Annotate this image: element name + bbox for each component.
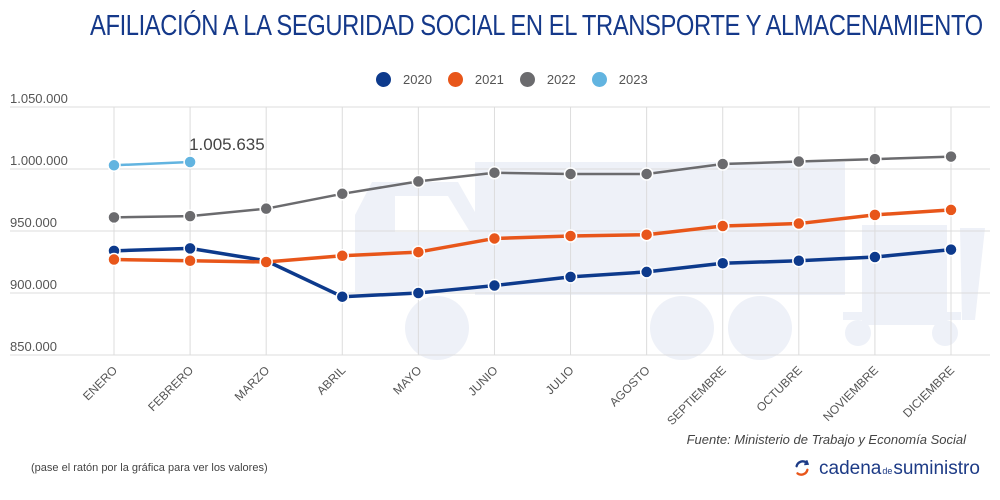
cycle-arrows-icon: [795, 460, 810, 476]
data-point[interactable]: [792, 154, 806, 169]
x-tick-label: ABRIL: [314, 363, 349, 398]
legend-item-2020[interactable]: 2020: [376, 72, 432, 87]
y-tick-label: 1.050.000: [10, 91, 68, 106]
y-axis: 850.000 900.000 950.000 1.000.000 1.050.000: [10, 91, 68, 354]
x-tick-label: FEBRERO: [145, 363, 196, 414]
x-tick-label: OCTUBRE: [754, 363, 805, 414]
data-point[interactable]: [335, 187, 350, 201]
x-tick-label: SEPTIEMBRE: [664, 363, 729, 428]
chart-title: AFILIACIÓN A LA SEGURIDAD SOCIAL EN EL T…: [90, 10, 983, 42]
data-point[interactable]: [183, 254, 197, 268]
data-point[interactable]: [183, 241, 197, 256]
x-tick-label: AGOSTO: [607, 363, 653, 409]
data-point[interactable]: [868, 152, 882, 166]
data-point[interactable]: [411, 286, 426, 300]
chart-annotations: 1.005.635: [189, 135, 265, 154]
truck-watermark-icon: [355, 162, 985, 360]
legend-marker-icon: [591, 72, 607, 87]
legend-label: 2021: [474, 72, 504, 87]
data-point[interactable]: [639, 265, 654, 279]
data-point[interactable]: [183, 155, 197, 169]
x-tick-label: ENERO: [80, 363, 120, 403]
source-note: Fuente: Ministerio de Trabajo y Economía…: [686, 432, 966, 447]
data-point[interactable]: [944, 242, 958, 257]
legend-label: 2023: [618, 72, 648, 87]
data-point[interactable]: [715, 256, 730, 270]
x-tick-label: MAYO: [390, 363, 424, 397]
data-point[interactable]: [868, 250, 882, 264]
x-tick-label: NOVIEMBRE: [820, 363, 881, 424]
chart-series: [107, 149, 958, 304]
data-point[interactable]: [563, 270, 578, 284]
data-point[interactable]: [639, 167, 654, 181]
y-tick-label: 950.000: [10, 215, 57, 230]
y-tick-label: 1.000.000: [10, 153, 68, 168]
y-tick-label: 850.000: [10, 339, 57, 354]
series-line: [113, 160, 191, 167]
brand-logo[interactable]: cadena de suministro: [793, 456, 980, 480]
x-tick-label: DICIEMBRE: [900, 363, 957, 420]
data-point[interactable]: [259, 201, 273, 216]
data-point[interactable]: [715, 157, 730, 171]
data-point[interactable]: [107, 252, 121, 267]
legend-marker-icon: [376, 72, 391, 87]
data-point[interactable]: [183, 209, 197, 223]
data-point[interactable]: [107, 158, 121, 173]
legend-item-2021[interactable]: 2021: [447, 72, 504, 87]
data-point[interactable]: [944, 149, 958, 164]
legend-item-2022[interactable]: 2022: [519, 72, 576, 87]
data-point[interactable]: [487, 231, 502, 246]
series-2021: [107, 203, 958, 269]
data-point[interactable]: [487, 165, 502, 180]
data-point[interactable]: [868, 208, 882, 222]
series-2022: [107, 149, 958, 225]
legend-label: 2022: [546, 72, 576, 87]
brand-text-de: de: [882, 466, 893, 476]
x-tick-label: JUNIO: [465, 363, 500, 398]
data-point[interactable]: [107, 210, 121, 225]
data-point[interactable]: [563, 229, 578, 243]
legend-item-2023[interactable]: 2023: [591, 72, 648, 87]
data-label: 1.005.635: [189, 135, 265, 154]
series-line: [113, 155, 952, 219]
x-tick-label: JULIO: [543, 363, 577, 397]
series-2023: [107, 155, 197, 173]
series-line: [113, 208, 952, 264]
data-point[interactable]: [639, 227, 654, 242]
brand-text-cadena: cadena: [819, 458, 882, 479]
legend-marker-icon: [519, 72, 535, 87]
data-point[interactable]: [792, 216, 806, 231]
hover-hint: (pase el ratón por la gráfica para ver l…: [31, 462, 268, 474]
brand-text-suministro: suministro: [893, 458, 980, 479]
legend-label: 2020: [403, 72, 432, 87]
chart-legend: 2020 2021 2022 2023: [376, 72, 664, 87]
data-point[interactable]: [335, 249, 350, 263]
x-axis: ENERO FEBRERO MARZO ABRIL MAYO JUNIO JULIO AGOS…: [80, 363, 957, 428]
data-point[interactable]: [792, 254, 806, 268]
data-point[interactable]: [411, 245, 426, 259]
data-point[interactable]: [944, 203, 958, 217]
y-tick-label: 900.000: [10, 277, 57, 292]
series-line: [113, 246, 952, 299]
data-point[interactable]: [259, 255, 273, 269]
data-point[interactable]: [715, 219, 730, 233]
data-point[interactable]: [487, 278, 502, 293]
data-point[interactable]: [563, 167, 578, 181]
data-point[interactable]: [411, 174, 426, 189]
x-tick-label: MARZO: [232, 363, 273, 404]
data-point[interactable]: [335, 289, 350, 304]
legend-marker-icon: [447, 72, 463, 87]
